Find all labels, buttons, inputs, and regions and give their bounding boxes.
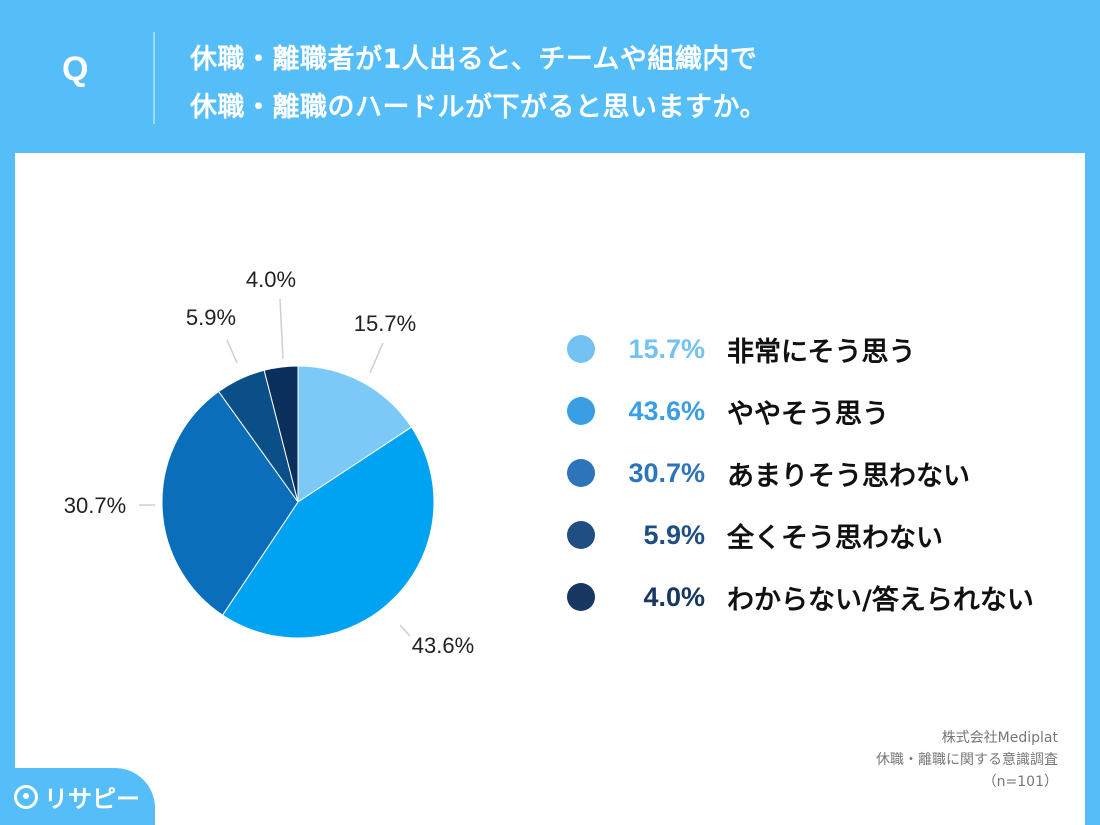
legend-dot-icon xyxy=(567,397,595,425)
pie-chart: 15.7% 43.6% 30.7% 5.9% 4.0% xyxy=(64,267,474,658)
leader-line xyxy=(369,342,384,374)
credit-company: 株式会社Mediplat xyxy=(941,730,1058,746)
slice-value-label: 5.9% xyxy=(186,305,236,330)
legend: 15.7% 非常にそう思う 43.6% ややそう思う 30.7% あまりそう思わ… xyxy=(567,330,1034,640)
credit-survey: 休職・離職に関する意識調査 xyxy=(876,752,1058,768)
leader-line xyxy=(279,298,284,360)
legend-label: あまりそう思わない xyxy=(727,460,970,492)
legend-item: 15.7% 非常にそう思う xyxy=(567,330,1034,368)
logo: リサピー xyxy=(14,779,140,814)
legend-label: ややそう思う xyxy=(727,398,889,430)
legend-percent: 43.6% xyxy=(628,395,705,426)
logo-text: リサピー xyxy=(44,785,140,813)
pie-slice xyxy=(161,390,299,616)
leader-line xyxy=(399,624,411,637)
logo-pin-icon xyxy=(14,784,38,809)
legend-item: 43.6% ややそう思う xyxy=(567,392,1034,430)
legend-item: 30.7% あまりそう思わない xyxy=(567,454,1034,492)
question-mark: Q xyxy=(62,50,89,88)
question-text: 休職・離職者が1人出ると、チームや組織内で 休職・離職のハードルが下がると思いま… xyxy=(190,36,767,132)
pie-slice xyxy=(221,426,435,639)
legend-percent: 5.9% xyxy=(643,519,705,550)
pie-slice xyxy=(297,365,413,503)
header-divider xyxy=(153,32,155,124)
leader-line xyxy=(226,339,238,364)
question-line-2: 休職・離職のハードルが下がると思いますか。 xyxy=(190,92,767,123)
legend-dot-icon xyxy=(567,583,595,611)
slice-value-label: 4.0% xyxy=(246,267,296,292)
legend-item: 5.9% 全くそう思わない xyxy=(567,516,1034,554)
legend-dot-icon xyxy=(567,521,595,549)
legend-label: わからない/答えられない xyxy=(727,584,1034,616)
credit-sample: （n=101） xyxy=(982,774,1058,790)
legend-percent: 30.7% xyxy=(628,457,705,488)
legend-dot-icon xyxy=(567,335,595,363)
legend-label: 非常にそう思う xyxy=(727,336,916,368)
slice-value-label: 30.7% xyxy=(64,493,126,518)
chart-panel: 15.7% 43.6% 30.7% 5.9% 4.0% 15.7% 非常にそう思う 43… xyxy=(15,153,1085,825)
legend-percent: 15.7% xyxy=(628,333,705,364)
legend-label: 全くそう思わない xyxy=(727,522,943,554)
slice-value-label: 43.6% xyxy=(412,633,474,658)
legend-dot-icon xyxy=(567,459,595,487)
survey-credits: 株式会社Mediplat 休職・離職に関する意識調査 （n=101） xyxy=(876,727,1058,793)
legend-percent: 4.0% xyxy=(643,581,705,612)
question-line-1: 休職・離職者が1人出ると、チームや組織内で xyxy=(190,44,758,75)
legend-item: 4.0% わからない/答えられない xyxy=(567,578,1034,616)
pie-slice xyxy=(263,365,299,503)
slice-value-label: 15.7% xyxy=(354,311,416,336)
